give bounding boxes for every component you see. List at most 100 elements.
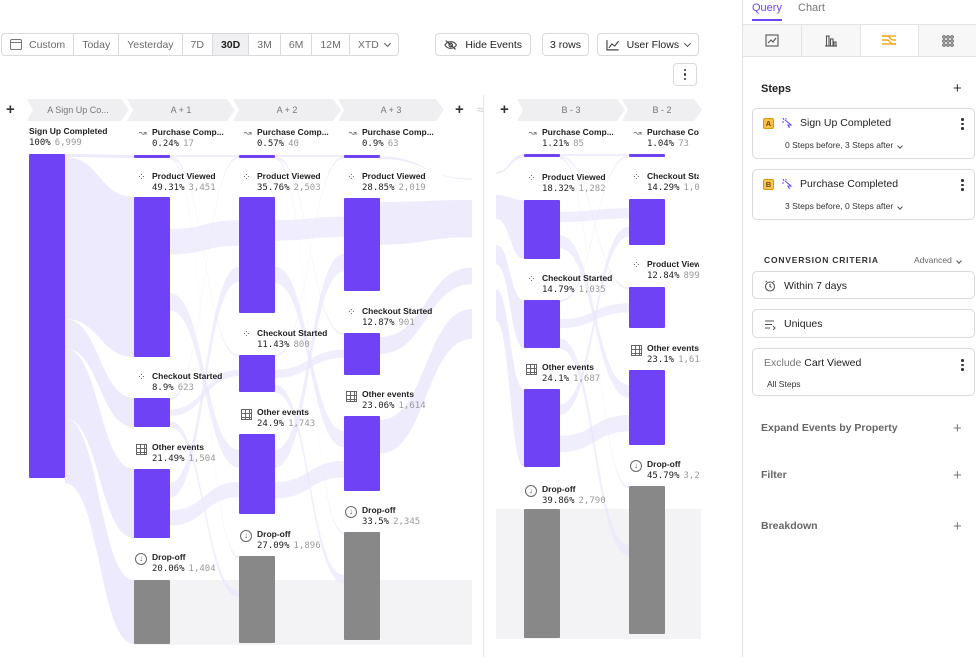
step-header-anchor-a[interactable]: A Sign Up Co...: [27, 99, 129, 121]
advanced-dropdown[interactable]: Advanced: [914, 255, 962, 265]
flow-b2-node-4-bar[interactable]: [629, 486, 665, 634]
date-range-3m[interactable]: 3M: [249, 34, 281, 55]
step-name-a: Sign Up Completed: [800, 117, 892, 129]
click-icon: ⁘: [137, 372, 146, 383]
add-step-before-b-button[interactable]: +: [500, 101, 509, 118]
tab-query[interactable]: Query: [752, 2, 782, 14]
add-step-before-button[interactable]: +: [6, 101, 15, 118]
flow-a1-node-2-bar[interactable]: [134, 398, 170, 427]
flow-a3-node-3-bar[interactable]: [344, 416, 380, 491]
flow-link: [560, 415, 629, 453]
flow-b3-node-0-value: 1.21% 85: [542, 139, 584, 149]
flow-a2-node-2-bar[interactable]: [239, 355, 275, 392]
flow-b2-node-1-title: Checkout Sta: [647, 171, 699, 181]
flow-b2-node-1-bar[interactable]: [629, 199, 665, 245]
chart-type-dropdown[interactable]: User Flows: [597, 33, 699, 56]
flow-a2-node-3-bar[interactable]: [239, 434, 275, 514]
expand-events-heading[interactable]: Expand Events by Property: [761, 422, 898, 434]
more-charts-button[interactable]: [919, 25, 976, 56]
click-icon: ⁘: [347, 172, 356, 183]
flow-a2-node-1-bar[interactable]: [239, 197, 275, 313]
date-range-6m[interactable]: 6M: [281, 34, 313, 55]
flow-a1-node-2-value: 8.9% 623: [152, 383, 194, 393]
flow-link: [496, 154, 524, 174]
flow-a1-node-0-bar[interactable]: [134, 155, 170, 158]
flow-a2-node-1-value: 35.76% 2,503: [257, 183, 321, 193]
flows-chart-button[interactable]: [860, 25, 920, 56]
line-chart-button[interactable]: [743, 25, 802, 56]
flow-b2-node-3-pct: 23.1%: [647, 355, 675, 365]
date-range-custom[interactable]: Custom: [2, 34, 75, 55]
date-range-yesterday[interactable]: Yesterday: [119, 34, 183, 55]
step-b-detail[interactable]: 3 Steps before, 0 Steps after: [785, 201, 904, 211]
flow-a1-node-4-value: 20.06% 1,404: [152, 564, 216, 574]
counting-method-selector[interactable]: Uniques: [752, 309, 975, 338]
flow-a3-node-1-bar[interactable]: [344, 198, 380, 291]
flow-a2-node-0-pct: 0.57%: [257, 139, 285, 149]
flow-b3-node-2-bar[interactable]: [524, 300, 560, 348]
add-step-after-button[interactable]: +: [455, 101, 464, 118]
flow-link: [65, 319, 134, 427]
eye-off-icon: [444, 39, 458, 50]
flow-a2-node-0-value: 0.57% 40: [257, 139, 299, 149]
add-step-button[interactable]: +: [953, 80, 962, 97]
flow-b2-node-0-bar[interactable]: [629, 154, 665, 157]
flow-b3-node-0-bar[interactable]: [524, 154, 560, 157]
more-options-button[interactable]: [673, 63, 697, 86]
conversion-window-label: Within 7 days: [784, 280, 848, 292]
bar-chart-button[interactable]: [801, 25, 861, 56]
flow-b3-node-0-count: 85: [573, 139, 584, 149]
flow-link: [275, 216, 344, 241]
date-range-12m[interactable]: 12M: [312, 34, 350, 55]
step-a-menu-button[interactable]: [961, 118, 964, 130]
flow-b3-node-4-bar[interactable]: [524, 509, 560, 638]
step-b-menu-button[interactable]: [961, 179, 964, 191]
flow-a2-node-0-bar[interactable]: [239, 155, 275, 158]
flow-a1-node-0-count: 17: [183, 139, 194, 149]
flow-a3-node-4-bar[interactable]: [344, 532, 380, 640]
flow-link: [170, 266, 239, 498]
flow-a3-node-2-bar[interactable]: [344, 333, 380, 375]
date-range-xtd[interactable]: XTD: [350, 34, 398, 55]
date-range-30d[interactable]: 30D: [212, 34, 250, 55]
exclusion-scope[interactable]: All Steps: [767, 379, 801, 389]
filter-heading[interactable]: Filter: [761, 469, 787, 481]
tab-chart[interactable]: Chart: [798, 2, 825, 14]
hide-events-button[interactable]: Hide Events: [435, 33, 531, 56]
flow-a1-node-0-value: 0.24% 17: [152, 139, 194, 149]
flow-a1-node-4-bar[interactable]: [134, 580, 170, 644]
flow-a3-node-4-value: 33.5% 2,345: [362, 517, 420, 527]
flow-b2-node-3-bar[interactable]: [629, 370, 665, 445]
flow-a2-node-4-bar[interactable]: [239, 556, 275, 643]
grid-icon: [631, 345, 642, 356]
breakdown-add-button[interactable]: +: [953, 518, 962, 535]
flow-a1-node-1-title: Product Viewed: [152, 171, 216, 181]
flow-a1-node-1-count: 3,451: [188, 183, 216, 193]
flow-a3-node-0-bar[interactable]: [344, 155, 380, 158]
flow-a1-node-3-bar[interactable]: [134, 469, 170, 538]
anchor-node-bar[interactable]: [29, 154, 65, 478]
date-range-today[interactable]: Today: [74, 34, 120, 55]
filter-add-button[interactable]: +: [953, 467, 962, 484]
chart-type-bar: [743, 24, 976, 57]
conversion-window-selector[interactable]: Within 7 days: [752, 271, 975, 299]
flow-b3-node-2-pct: 14.79%: [542, 285, 575, 295]
expand-events-add-button[interactable]: +: [953, 420, 962, 437]
step-card-a[interactable]: A Sign Up Completed 0 Steps before, 3 St…: [752, 108, 975, 159]
exclusion-card[interactable]: Exclude Cart Viewed All Steps: [752, 348, 975, 396]
flow-b3-node-1-bar[interactable]: [524, 200, 560, 259]
flow-link: [560, 155, 629, 302]
flow-b3-node-4-value: 39.86% 2,790: [542, 496, 606, 506]
flow-a1-node-4-pct: 20.06%: [152, 564, 185, 574]
breakdown-heading[interactable]: Breakdown: [761, 520, 818, 532]
click-icon: ⁘: [632, 260, 641, 271]
date-range-7d[interactable]: 7D: [183, 34, 213, 55]
step-card-b[interactable]: B Purchase Completed 3 Steps before, 0 S…: [752, 169, 975, 220]
flow-a3-node-4-title: Drop-off: [362, 505, 396, 515]
flow-b3-node-3-bar[interactable]: [524, 389, 560, 467]
rows-button[interactable]: 3 rows: [542, 33, 589, 56]
exclusion-menu-button[interactable]: [961, 359, 964, 371]
step-a-detail[interactable]: 0 Steps before, 3 Steps after: [785, 140, 904, 150]
flow-a1-node-1-bar[interactable]: [134, 197, 170, 357]
flow-b2-node-2-bar[interactable]: [629, 287, 665, 328]
